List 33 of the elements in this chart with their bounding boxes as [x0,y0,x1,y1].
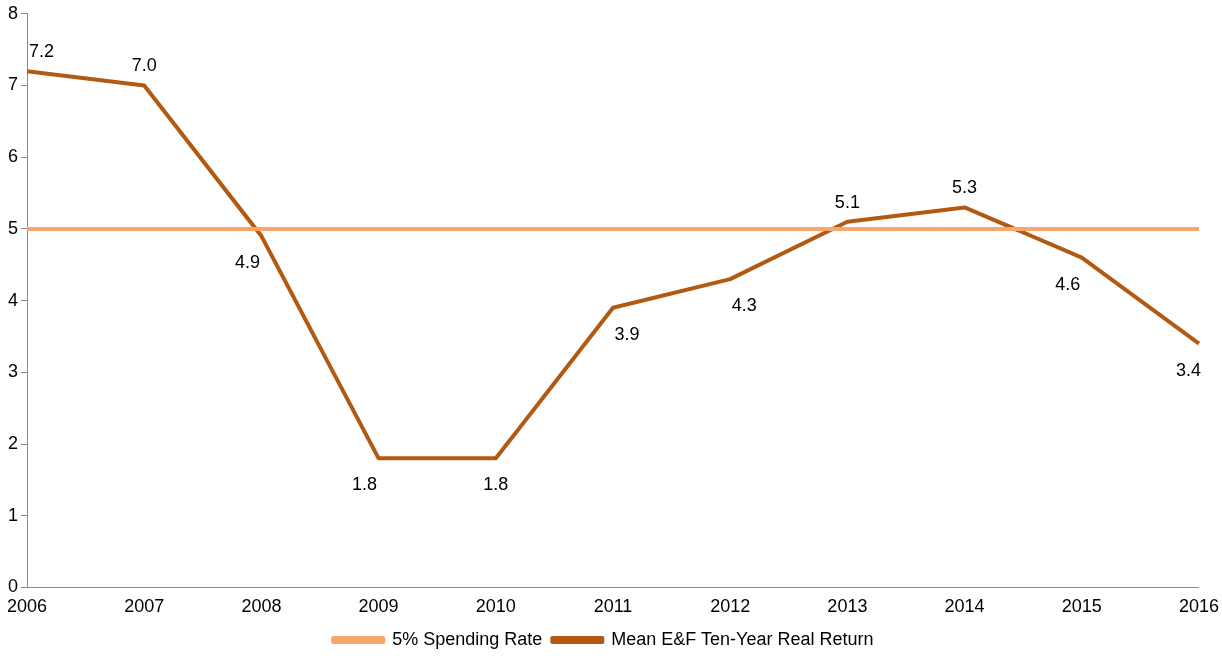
x-tick-label: 2006 [6,596,48,617]
y-tick-label: 0 [8,576,19,597]
y-tick-label: 4 [8,289,19,310]
x-tick-label: 2008 [241,596,282,617]
y-tick-label: 3 [8,361,19,382]
x-tick-label: 2016 [1178,596,1219,617]
data-label: 1.8 [483,474,509,495]
x-tick-label: 2012 [710,596,751,617]
y-tick-label: 5 [8,217,19,238]
y-tick-label: 6 [8,146,19,167]
y-tick-label: 2 [8,432,19,453]
legend-label: Mean E&F Ten-Year Real Return [611,628,874,649]
x-tick-label: 2007 [124,596,165,617]
x-tick-label: 2010 [475,596,516,617]
x-tick-label: 2013 [827,596,868,617]
y-tick-label: 8 [8,2,19,23]
x-tick-label: 2011 [593,596,633,617]
data-label: 3.4 [1175,359,1201,380]
data-label: 5.3 [952,177,978,198]
x-tick-label: 2015 [1061,596,1102,617]
legend-label: 5% Spending Rate [392,628,543,649]
x-tick-label: 2009 [358,596,399,617]
data-label: 1.8 [352,474,378,495]
y-tick-label: 1 [8,504,19,525]
x-tick-label: 2014 [944,596,985,617]
data-label: 4.6 [1055,273,1081,294]
data-label: 5.1 [834,191,860,212]
data-label: 7.2 [29,41,55,62]
data-label: 3.9 [614,323,640,344]
y-tick-label: 7 [8,74,19,95]
data-label: 4.9 [234,252,260,273]
data-label: 7.0 [131,55,157,76]
data-label: 4.3 [731,295,757,316]
